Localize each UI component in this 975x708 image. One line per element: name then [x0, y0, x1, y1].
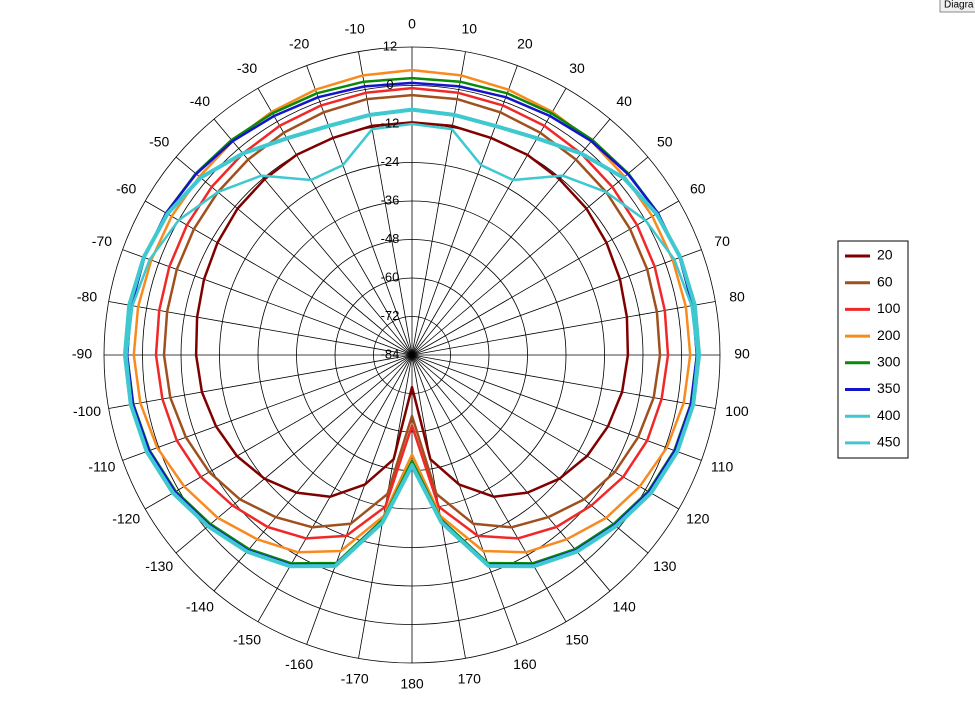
- button-label[interactable]: Diagra: [944, 0, 974, 11]
- angle-tick-label: 70: [714, 233, 730, 249]
- grid-spoke: [108, 354, 413, 409]
- angle-tick-label: -20: [289, 36, 309, 52]
- grid-spoke: [411, 249, 702, 356]
- grid-spoke: [213, 118, 413, 356]
- grid-spoke: [108, 301, 413, 356]
- grid-spoke: [411, 51, 466, 356]
- legend-label: 300: [877, 354, 901, 370]
- grid-spoke: [358, 51, 413, 356]
- grid-spoke: [145, 354, 413, 510]
- r-tick-label: -48: [381, 231, 400, 246]
- legend-label: 200: [877, 327, 901, 343]
- angle-tick-label: -160: [285, 656, 313, 672]
- angle-tick-label: 30: [569, 60, 585, 76]
- angle-tick-label: -150: [233, 631, 261, 647]
- diagram-button[interactable]: [939, 0, 975, 13]
- angle-tick-label: 40: [616, 93, 632, 109]
- angle-tick-label: 100: [725, 403, 749, 419]
- grid-spoke: [411, 200, 679, 356]
- legend-label: 60: [877, 273, 893, 289]
- r-tick-label: -36: [381, 192, 400, 207]
- angle-tick-label: 110: [711, 459, 734, 475]
- angle-tick-label: 90: [734, 346, 750, 362]
- series-line: [154, 86, 670, 540]
- angle-tick-label: 150: [565, 631, 589, 647]
- angle-tick-label: -50: [149, 134, 169, 150]
- angle-tick-label: 10: [462, 21, 478, 37]
- angle-tick-label: 80: [729, 288, 745, 304]
- angle-tick-label: 180: [400, 676, 424, 692]
- grid-spoke: [411, 301, 716, 356]
- angle-tick-label: -30: [237, 60, 257, 76]
- grid-spoke: [306, 65, 413, 356]
- grid-spoke: [411, 354, 518, 645]
- grid-spoke: [411, 354, 567, 622]
- grid-spoke: [411, 354, 649, 554]
- angle-tick-label: 130: [653, 558, 677, 574]
- angle-tick-label: 0: [408, 16, 416, 32]
- angle-tick-label: -70: [92, 233, 112, 249]
- r-tick-label: -12: [381, 115, 400, 130]
- legend-label: 100: [877, 300, 901, 316]
- series-line: [132, 68, 692, 554]
- angle-tick-label: 140: [612, 598, 636, 614]
- grid-spoke: [411, 354, 611, 592]
- angle-tick-label: -120: [112, 511, 140, 527]
- grid-spoke: [411, 354, 716, 409]
- angle-tick-label: -130: [145, 558, 173, 574]
- angle-tick-label: -10: [345, 21, 365, 37]
- legend-label: 350: [877, 380, 901, 396]
- grid-spoke: [411, 65, 518, 356]
- angle-tick-label: -40: [190, 93, 210, 109]
- r-tick-label: -24: [381, 154, 400, 169]
- legend-label: 400: [877, 407, 901, 423]
- grid-spoke: [306, 354, 413, 645]
- grid-spoke: [411, 354, 679, 510]
- grid-spoke: [122, 249, 413, 356]
- r-tick-label: -84: [381, 346, 400, 361]
- angle-tick-label: -140: [186, 598, 214, 614]
- angle-tick-label: 20: [517, 36, 533, 52]
- angle-tick-label: -80: [77, 288, 97, 304]
- angle-tick-label: -100: [73, 403, 101, 419]
- series-line: [162, 93, 662, 529]
- angle-tick-label: 60: [690, 181, 706, 197]
- r-tick-label: -72: [381, 308, 400, 323]
- series-line: [194, 121, 630, 498]
- grid-spoke: [411, 118, 611, 356]
- series-line: [122, 107, 702, 569]
- r-tick-label: 12: [383, 38, 397, 53]
- r-tick-label: 0: [386, 77, 393, 92]
- angle-tick-label: -110: [88, 459, 115, 475]
- legend-label: 20: [877, 247, 893, 263]
- angle-tick-label: 160: [513, 656, 537, 672]
- legend-label: 450: [877, 434, 901, 450]
- angle-tick-label: 50: [657, 134, 673, 150]
- angle-tick-label: -90: [72, 346, 92, 362]
- grid-spoke: [411, 354, 702, 461]
- grid-spoke: [213, 354, 413, 592]
- angle-tick-label: -60: [116, 181, 136, 197]
- angle-tick-label: 170: [458, 671, 482, 687]
- grid-spoke: [145, 200, 413, 356]
- grid-spoke: [175, 156, 413, 356]
- angle-tick-label: 120: [686, 511, 710, 527]
- grid-spoke: [175, 354, 413, 554]
- grid-spoke: [411, 88, 567, 356]
- grid-spoke: [122, 354, 413, 461]
- legend-box: [837, 240, 909, 459]
- r-tick-label: -60: [381, 269, 400, 284]
- angle-tick-label: -170: [341, 671, 369, 687]
- grid-spoke: [257, 354, 413, 622]
- grid-spoke: [411, 156, 649, 356]
